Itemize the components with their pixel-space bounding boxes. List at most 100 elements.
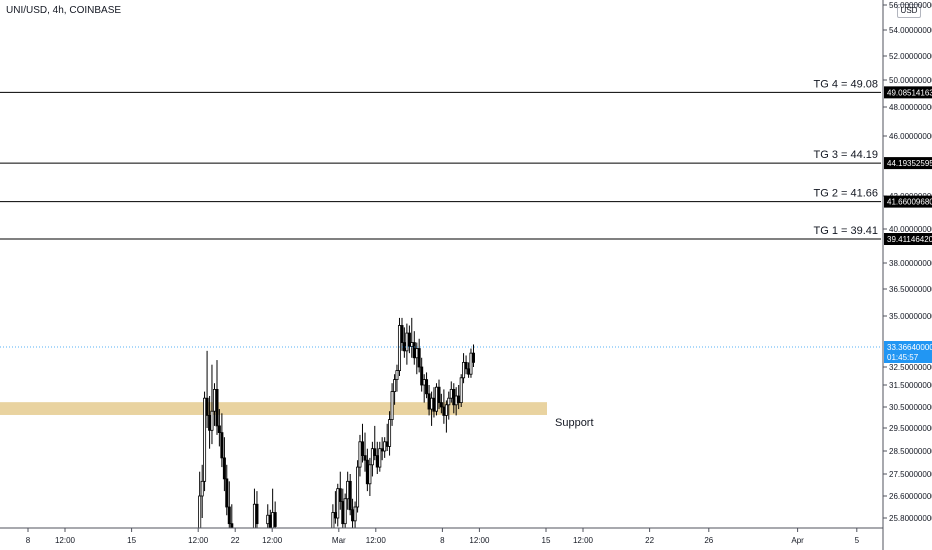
time-tick-label: 12:00: [188, 536, 209, 545]
candle-body: [373, 448, 377, 457]
candle-body: [444, 404, 448, 416]
time-tick-label: 12:00: [55, 536, 76, 545]
candle-body: [422, 379, 426, 386]
price-axis[interactable]: 56.00000000 54.00000000 52.00000000 50.0000…: [882, 0, 932, 550]
price-tick-label: 26.60000000: [889, 492, 932, 501]
candle-body: [268, 514, 272, 529]
time-tick-label: 22: [231, 536, 240, 545]
candle-body: [370, 448, 374, 466]
candle-body: [383, 441, 387, 452]
target-label: TG 3 = 44.19: [813, 149, 878, 161]
candle-body: [351, 509, 355, 522]
time-tick-label: Mar: [332, 536, 346, 545]
candle-body: [410, 342, 414, 347]
candle-body: [205, 397, 209, 416]
candle-body: [217, 425, 221, 433]
time-axis[interactable]: 8 12:00 15 12:00 22 12:00 Mar 12:00 8 12:00 15 12:0…: [0, 527, 883, 545]
candle-body: [407, 332, 411, 347]
candle-body: [365, 459, 369, 485]
support-zone-layer: Support: [0, 402, 594, 429]
price-tick-label: 56.00000000: [889, 1, 932, 10]
candle-body: [200, 480, 204, 497]
candle-body: [203, 397, 207, 482]
target-price-badge: [884, 233, 932, 246]
candle-body: [452, 388, 456, 406]
candle-body: [449, 388, 453, 399]
price-tick-label: 54.00000000: [889, 26, 932, 35]
time-tick-label: 12:00: [469, 536, 490, 545]
price-tick-label: 28.50000000: [889, 447, 932, 456]
time-tick-label: 8: [26, 536, 31, 545]
candle-body: [430, 397, 434, 410]
candle-body: [437, 386, 441, 404]
candle-body: [447, 397, 451, 406]
candle-body: [333, 512, 337, 519]
candle-body: [459, 377, 463, 403]
time-tick-label: 8: [440, 536, 445, 545]
candle-body: [343, 498, 347, 525]
candle-body: [375, 455, 379, 468]
candle-body: [230, 523, 234, 529]
candle-body: [454, 395, 458, 406]
target-price-badge-text: 41.66009680: [887, 198, 932, 207]
candle-body: [442, 406, 446, 416]
candle-body: [425, 379, 429, 395]
candles-layer: [198, 317, 475, 529]
price-tick-label: 40.00000000: [889, 225, 932, 234]
candle-body: [348, 480, 352, 511]
candle-body: [400, 325, 404, 343]
candle-body: [266, 514, 270, 525]
candle-body: [341, 501, 345, 525]
price-tick-label: 32.50000000: [889, 363, 932, 372]
candle-body: [358, 441, 362, 468]
time-tick-label: Apr: [791, 536, 804, 545]
candle-body: [222, 457, 226, 480]
candle-body: [336, 488, 340, 519]
candle-body: [225, 478, 229, 508]
candle-body: [227, 506, 231, 525]
candle-body: [393, 379, 397, 393]
candle-body: [356, 466, 360, 508]
target-lines-layer: TG 4 = 49.08 TG 3 = 44.19 TG 2 = 41.66 TG 1…: [0, 78, 881, 348]
candle-body: [252, 503, 256, 529]
support-label: Support: [555, 417, 594, 429]
candle-body: [388, 419, 392, 447]
candle-body: [412, 342, 416, 359]
candle-body: [220, 432, 224, 459]
candle-body: [469, 352, 473, 375]
candle-body: [215, 388, 219, 427]
price-tick-label: 38.00000000: [889, 259, 932, 268]
target-price-badge-text: 39.41146420: [887, 235, 932, 244]
chart-symbol-title: UNI/USD, 4h, COINBASE: [6, 5, 122, 16]
price-tick-label: 30.50000000: [889, 403, 932, 412]
target-price-badge: [884, 157, 932, 170]
time-tick-label: 26: [704, 536, 713, 545]
candle-body: [331, 512, 335, 529]
candle-body: [439, 402, 443, 408]
support-zone-rect: [0, 402, 547, 415]
candle-body: [210, 410, 214, 431]
countdown-text: 01:45:57: [887, 353, 919, 362]
target-price-badge: [884, 86, 932, 99]
target-price-badge-text: 44.19352595: [887, 159, 932, 168]
candle-body: [434, 386, 438, 412]
candle-body: [273, 512, 277, 527]
candle-body: [417, 348, 421, 368]
price-tick-label: 50.00000000: [889, 76, 932, 85]
candle-body: [378, 448, 382, 468]
price-tick-label: 27.50000000: [889, 470, 932, 479]
price-tick-label: 35.00000000: [889, 312, 932, 321]
candle-body: [271, 512, 275, 529]
candle-body: [397, 325, 401, 372]
candle-body: [427, 393, 431, 410]
candle-body: [380, 448, 384, 452]
time-tick-label: 22: [645, 536, 654, 545]
currency-badge[interactable]: USD: [897, 4, 921, 18]
time-tick-label: 12:00: [262, 536, 283, 545]
candle-body: [457, 395, 461, 403]
target-label: TG 1 = 39.41: [813, 225, 878, 237]
target-label: TG 4 = 49.08: [813, 78, 878, 90]
candle-body: [208, 414, 212, 431]
candle-body: [363, 455, 367, 461]
